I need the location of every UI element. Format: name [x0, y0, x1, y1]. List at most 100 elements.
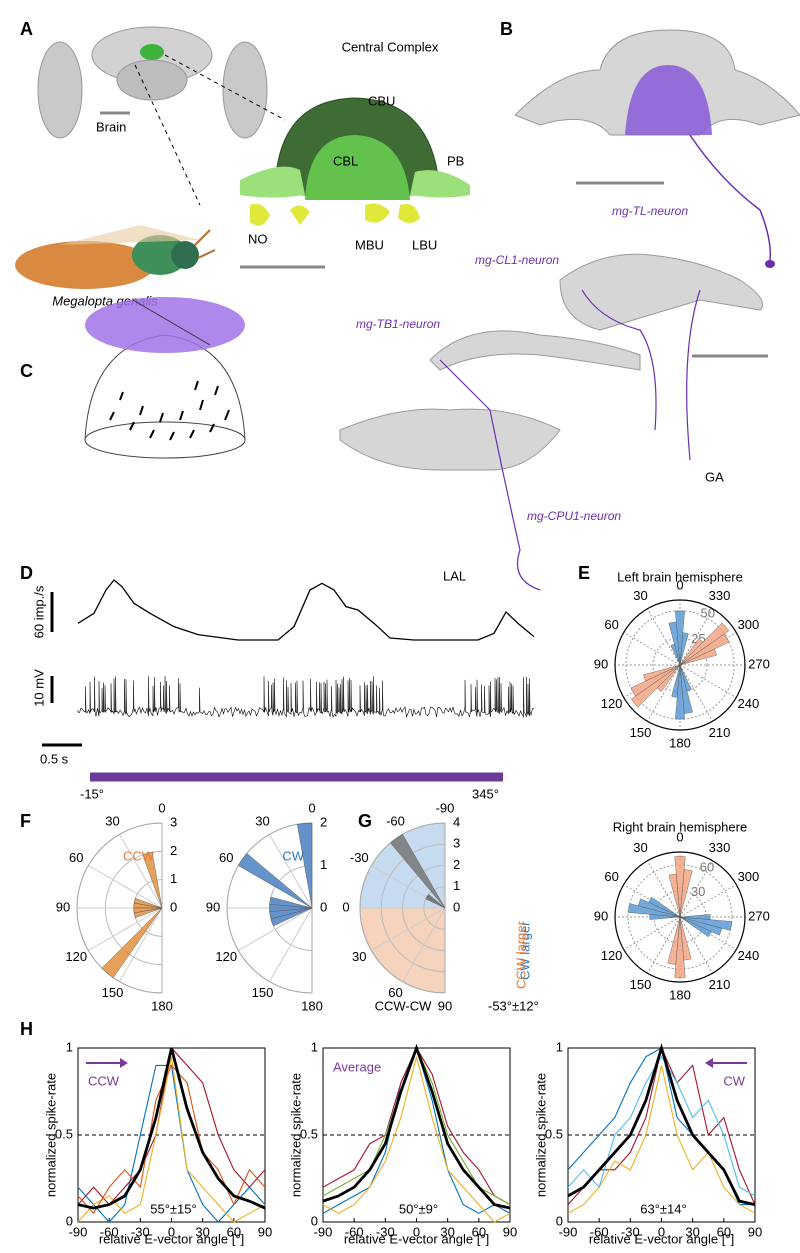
rose-bar: [656, 664, 681, 692]
x-tick-label: 90: [258, 1224, 272, 1239]
angle-tick-label: 270: [748, 656, 770, 671]
panel-label: A: [20, 19, 33, 39]
rose-bar: [142, 851, 163, 909]
grid-spoke: [647, 608, 681, 666]
x-tick-label: -30: [376, 1224, 395, 1239]
outer-border: [359, 822, 446, 994]
rose-bar: [679, 622, 730, 666]
x-tick-label: -90: [69, 1224, 88, 1239]
angle-tick-label: 210: [709, 725, 731, 740]
r-tick-label: 50: [701, 606, 715, 621]
grid-spoke: [402, 907, 446, 982]
rose-bar: [627, 903, 681, 918]
panel-label: D: [20, 563, 33, 583]
bee-illustration: [15, 225, 216, 289]
angle-tick-label: 300: [738, 617, 760, 632]
annotation: CCW-CW: [375, 998, 433, 1013]
x-tick-label: 0: [413, 1224, 420, 1239]
x-tick-label: -60: [100, 1224, 119, 1239]
grid-spoke: [679, 916, 713, 974]
r-tick-label: 0: [453, 899, 460, 914]
angle-tick-label: 150: [630, 725, 652, 740]
angle-tick-label: 30: [255, 814, 269, 829]
x-tick-label: 60: [227, 1224, 241, 1239]
grid-spoke: [647, 860, 681, 918]
grid-spoke: [679, 884, 737, 918]
panel-label: F: [20, 811, 31, 831]
angle-tick-label: 30: [352, 949, 366, 964]
angle-tick-label: 90: [594, 908, 608, 923]
x-tick-label: -60: [590, 1224, 609, 1239]
angle-tick-label: 60: [604, 869, 618, 884]
angle-tick-label: 210: [709, 977, 731, 992]
angle-tick-label: 180: [301, 998, 323, 1013]
series-line: [77, 1056, 266, 1223]
r-tick-label: 0: [320, 899, 327, 914]
region-label: LAL: [443, 568, 466, 583]
grid-spoke: [269, 834, 313, 909]
annotation: -53°±12°: [488, 998, 539, 1013]
grid-spoke: [623, 916, 681, 950]
angle-tick-label: 120: [65, 949, 87, 964]
angle-tick-label: 30: [633, 588, 647, 603]
angle-tick-label: 150: [102, 985, 124, 1000]
scale-label: 60 imp./s: [31, 585, 46, 638]
x-tick-label: 0: [658, 1224, 665, 1239]
arrow-head: [705, 1058, 713, 1068]
summary-label: 55°±15°: [150, 1201, 196, 1216]
series-line: [567, 1043, 756, 1206]
annotation: -15°: [80, 786, 104, 801]
x-tick-label: 60: [472, 1224, 486, 1239]
grid-spoke: [647, 916, 681, 974]
angle-tick-label: 60: [604, 617, 618, 632]
stimulus-illustration: [84, 297, 246, 459]
sector-bg: [360, 823, 445, 908]
angle-tick-label: 0: [676, 829, 683, 844]
x-tick-label: -30: [621, 1224, 640, 1239]
angle-tick-label: 90: [594, 656, 608, 671]
rose-bar: [630, 664, 681, 708]
angle-tick-label: 60: [69, 850, 83, 865]
rose-bar: [238, 853, 313, 909]
scale-label: 0.5 s: [40, 751, 69, 766]
y-axis-label: normalized spike-rate: [533, 1073, 548, 1197]
grid-spoke: [238, 907, 313, 951]
annotation: CCW: [88, 1073, 120, 1088]
y-tick-label: 0: [66, 1213, 73, 1228]
annotation: Average: [333, 1059, 381, 1074]
angle-tick-label: 90: [206, 899, 220, 914]
grid-spoke: [679, 860, 713, 918]
rose-bar: [674, 856, 686, 918]
angle-tick-label: 90: [438, 998, 452, 1013]
rose-bar: [670, 643, 681, 666]
region-label: GA: [705, 469, 724, 484]
plot-title: CCW: [123, 848, 155, 863]
angle-tick-label: 120: [601, 696, 623, 711]
x-axis-label: relative E-vector angle [°]: [344, 1231, 489, 1246]
r-tick-label: 0: [170, 899, 177, 914]
plot-title: Left brain hemisphere: [617, 569, 743, 584]
spike-path: [77, 676, 535, 718]
angle-tick-label: 300: [738, 869, 760, 884]
neuron-illustration: [339, 29, 800, 591]
rose-bar: [679, 664, 692, 692]
angle-tick-label: 180: [669, 735, 691, 750]
annotation: CW larger: [517, 921, 532, 980]
r-tick-label: 2: [170, 843, 177, 858]
annotation: Central Complex: [342, 39, 439, 54]
rose-bar: [679, 916, 733, 931]
r-tick-label: 1: [453, 878, 460, 893]
angle-tick-label: 30: [633, 840, 647, 855]
series-line: [322, 1056, 511, 1223]
y-tick-label: 0.5: [545, 1126, 563, 1141]
y-tick-label: 1: [66, 1039, 73, 1054]
region-label: CBL: [333, 153, 358, 168]
series-line: [322, 1043, 511, 1210]
outer-border: [76, 822, 163, 994]
rose-bar: [390, 834, 446, 909]
grid-spoke: [647, 664, 681, 722]
panel-label: C: [20, 361, 33, 381]
outer-border: [226, 822, 313, 994]
annotation: 345°: [472, 786, 499, 801]
grid-spoke: [679, 664, 713, 722]
